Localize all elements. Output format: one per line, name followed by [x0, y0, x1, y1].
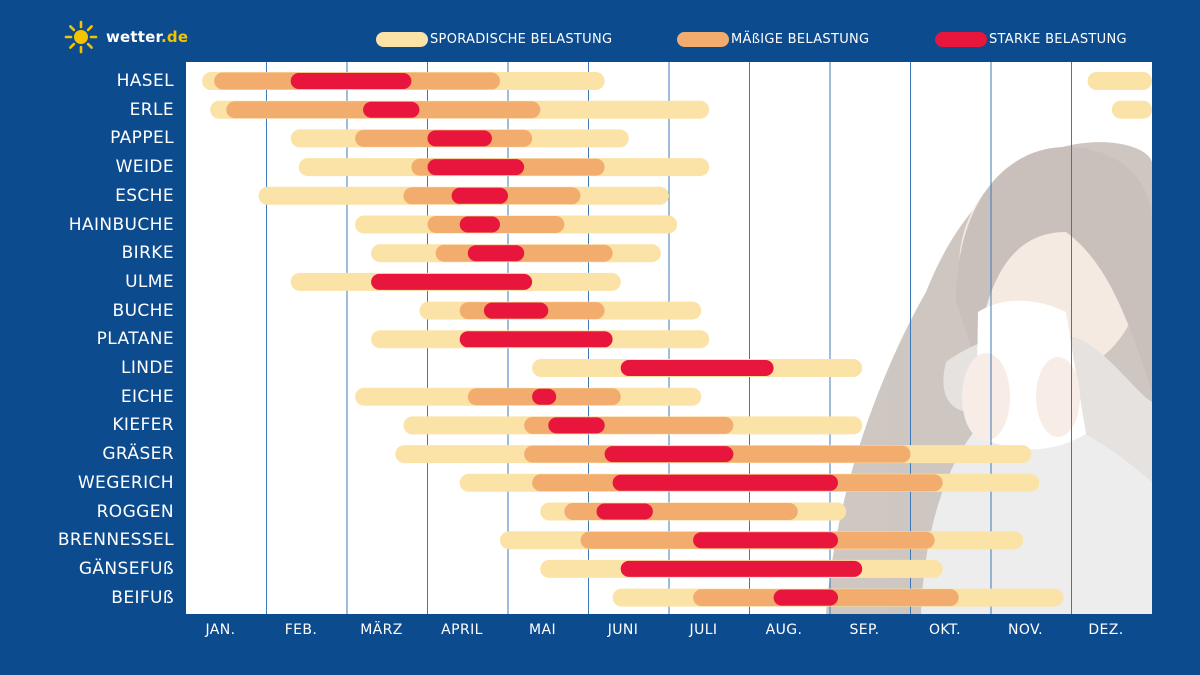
bar-stark-3: [427, 159, 525, 176]
bar-sporadisch-0: [1087, 72, 1152, 90]
brand-logo: wetter.de: [64, 20, 188, 54]
row-label: HAINBUCHE: [68, 214, 174, 235]
row-label: ESCHE: [115, 185, 174, 206]
month-label: MAI: [529, 622, 556, 638]
month-label: JULI: [689, 622, 718, 638]
row-label: PLATANE: [96, 329, 174, 350]
bar-stark-5: [459, 216, 500, 233]
legend-item-stark: STARKE BELASTUNG: [935, 30, 1127, 48]
chart-plot-area: [186, 62, 1152, 614]
bar-stark-12: [548, 417, 605, 434]
legend-label-stark: STARKE BELASTUNG: [989, 31, 1127, 47]
brand-name: wetter.de: [106, 28, 189, 46]
row-label: KIEFER: [112, 415, 174, 436]
row-label: ULME: [125, 271, 174, 292]
bar-stark-16: [693, 532, 838, 549]
legend-swatch-sporadisch: [376, 31, 428, 47]
month-label: NOV.: [1007, 622, 1044, 638]
row-label: BEIFUß: [111, 587, 174, 608]
month-label: OKT.: [928, 622, 962, 638]
pollen-bars: [202, 72, 1152, 607]
legend-item-sporadisch: SPORADISCHE BELASTUNG: [376, 30, 612, 48]
bar-stark-2: [427, 130, 492, 147]
row-label: BIRKE: [121, 243, 174, 264]
bar-stark-13: [604, 446, 734, 463]
month-label: JUNI: [607, 622, 639, 638]
month-grid-lines: [266, 62, 1072, 614]
row-label: PAPPEL: [110, 128, 174, 149]
bar-stark-17: [620, 560, 863, 577]
bar-stark-11: [532, 388, 557, 405]
bar-stark-9: [459, 331, 613, 348]
row-label: GÄNSEFUß: [78, 558, 174, 579]
bar-sporadisch-1: [1111, 100, 1152, 119]
row-label: LINDE: [120, 358, 174, 378]
woman-sneezing-photo: [826, 142, 1152, 614]
bar-stark-8: [483, 302, 549, 319]
bar-stark-1: [363, 101, 420, 118]
row-label: BRENNESSEL: [57, 530, 174, 551]
month-label: FEB.: [284, 622, 318, 638]
legend-swatch-maessig: [677, 31, 729, 47]
legend-label-maessig: MÄßIGE BELASTUNG: [731, 31, 870, 47]
bar-stark-10: [620, 360, 774, 376]
bar-stark-18: [773, 589, 838, 606]
bar-stark-6: [467, 245, 525, 262]
row-label: GRÄSER: [102, 444, 174, 465]
row-label: HASEL: [116, 71, 174, 91]
sun-icon: [64, 20, 98, 54]
legend-swatch-stark: [935, 31, 987, 47]
month-label: MÄRZ: [360, 622, 403, 638]
bar-stark-15: [596, 503, 653, 520]
month-label: AUG.: [765, 622, 803, 638]
bar-stark-7: [371, 273, 533, 290]
bar-stark-14: [612, 474, 838, 491]
bar-stark-0: [290, 73, 412, 89]
row-label: ROGGEN: [96, 501, 174, 522]
row-label: WEIDE: [115, 157, 174, 178]
bar-stark-4: [451, 187, 508, 204]
month-label: SEP.: [849, 622, 880, 638]
row-label: WEGERICH: [77, 472, 174, 493]
month-label: APRIL: [441, 622, 483, 638]
row-label: ERLE: [129, 99, 174, 120]
month-label: JAN.: [205, 622, 236, 638]
row-label: EICHE: [120, 386, 174, 407]
legend-item-maessig: MÄßIGE BELASTUNG: [677, 30, 869, 48]
legend-label-sporadisch: SPORADISCHE BELASTUNG: [430, 31, 613, 47]
pollen-chart: [202, 62, 1152, 614]
month-label: DEZ.: [1088, 622, 1124, 638]
row-label: BUCHE: [112, 300, 174, 321]
